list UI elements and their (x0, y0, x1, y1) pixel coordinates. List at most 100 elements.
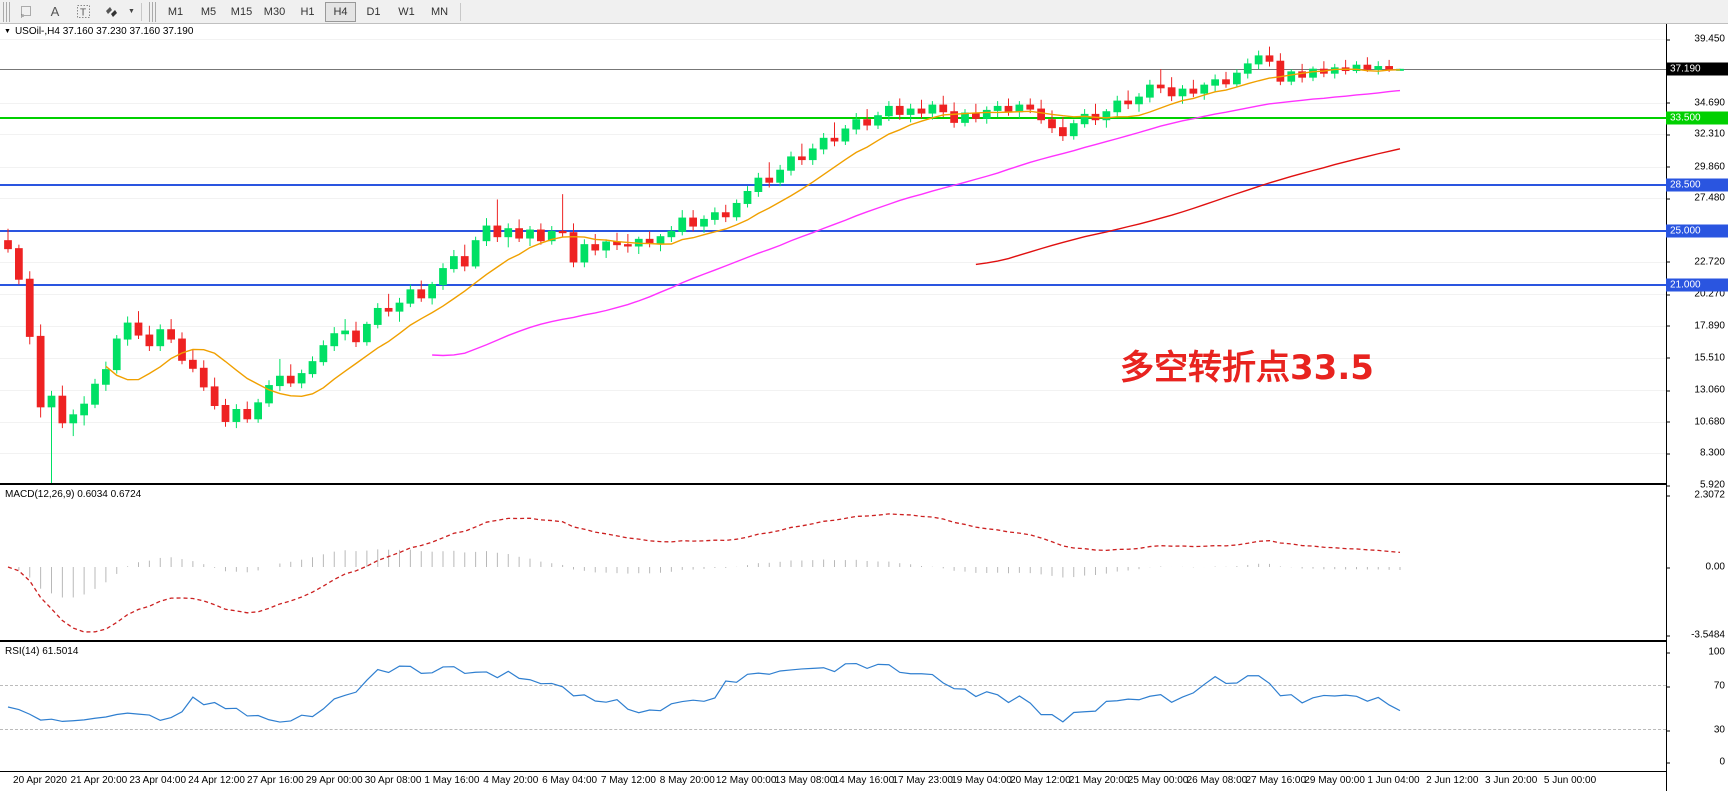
time-tick: 26 May 08:00 (1186, 775, 1248, 786)
level-price-badge[interactable]: 21.000 (1666, 278, 1728, 292)
price-tick: 39.450 (1666, 34, 1728, 45)
time-tick: 6 May 04:00 (542, 775, 598, 786)
gridline (0, 390, 1666, 392)
level-line-25-000[interactable] (0, 230, 1666, 233)
timeframe-m1[interactable]: M1 (167, 5, 184, 18)
gridline (0, 39, 1666, 41)
macd-series (7, 513, 1401, 633)
price-tick: 20.270 (1666, 289, 1728, 300)
time-tick: 13 May 08:00 (774, 775, 836, 786)
timeframe-group: M1 M5 M15 M30 H1 H4 D1 W1 MN (159, 1, 456, 22)
price-tick: 8.300 (1666, 448, 1728, 459)
rsi-guide-30 (0, 729, 1666, 730)
main-toolbar: F A T ▼ M1 M5 M15 M30 H1 H4 D1 W1 MN (0, 0, 1728, 24)
time-tick: 23 Apr 04:00 (129, 775, 187, 786)
timeframe-d1[interactable]: D1 (366, 5, 381, 18)
chart-annotation: 多空转折点33.5 (1120, 348, 1374, 388)
price-tick: 5.920 (1666, 480, 1728, 491)
rsi-axis-tick: 0 (1666, 757, 1728, 768)
gridline (0, 421, 1666, 423)
time-tick: 20 Apr 2020 (13, 775, 67, 786)
price-tick: 13.060 (1666, 385, 1728, 396)
svg-text:T: T (80, 8, 86, 19)
time-tick: 8 May 20:00 (659, 775, 715, 786)
time-tick: 21 Apr 20:00 (70, 775, 128, 786)
gridline (0, 261, 1666, 263)
time-tick: 25 May 00:00 (1127, 775, 1189, 786)
symbol-ohlc-text: USOil-,H4 37.160 37.230 37.160 37.190 (14, 25, 194, 37)
time-tick: 12 May 00:00 (715, 775, 777, 786)
time-tick: 3 Jun 20:00 (1485, 775, 1538, 786)
rsi-axis-tick: 70 (1666, 681, 1728, 692)
price-tick: 22.720 (1666, 256, 1728, 267)
timeframe-h1[interactable]: H1 (300, 5, 315, 18)
gridline (0, 357, 1666, 359)
symbol-info-bar: ▼ USOil-,H4 37.160 37.230 37.160 37.190 (0, 24, 193, 38)
text-tool-icon[interactable]: A (50, 4, 60, 19)
level-price-badge[interactable]: 28.500 (1666, 178, 1728, 192)
rsi-axis-tick: 30 (1666, 725, 1728, 736)
price-tick: 10.680 (1666, 416, 1728, 427)
rsi-series (7, 662, 1401, 723)
time-tick: 24 Apr 12:00 (188, 775, 245, 786)
level-price-badge[interactable]: 25.000 (1666, 224, 1728, 238)
timeframe-m5[interactable]: M5 (200, 5, 217, 18)
price-tick: 27.480 (1666, 193, 1728, 204)
time-tick: 20 May 12:00 (1010, 775, 1071, 786)
time-tick: 30 Apr 08:00 (364, 775, 422, 786)
caret-glyph: ▼ (128, 8, 135, 15)
timeframe-mn[interactable]: MN (430, 5, 449, 18)
level-price-badge[interactable]: 33.500 (1666, 111, 1728, 125)
time-tick: 19 May 04:00 (951, 775, 1012, 786)
time-axis[interactable]: 20 Apr 2020 21 Apr 20:00 23 Apr 04:00 24 Ap… (0, 771, 1666, 791)
time-tick: 2 Jun 12:00 (1426, 775, 1479, 786)
time-tick: 1 Jun 04:00 (1367, 775, 1420, 786)
macd-label: MACD(12,26,9) 0.6034 0.6724 (5, 489, 142, 500)
toolbar-divider (141, 2, 142, 21)
level-line-33-500[interactable] (0, 117, 1666, 120)
timeframe-w1[interactable]: W1 (398, 5, 415, 18)
symbol-collapse-icon[interactable]: ▼ (4, 27, 11, 35)
toolbar-divider-2 (460, 2, 461, 21)
objects-icon[interactable] (97, 1, 125, 23)
gridline (0, 134, 1666, 136)
time-tick: 21 May 20:00 (1068, 775, 1130, 786)
gridline (0, 453, 1666, 455)
time-tick: 1 May 16:00 (424, 775, 480, 786)
rsi-label: RSI(14) 61.5014 (5, 646, 79, 657)
price-tick: 34.690 (1666, 97, 1728, 108)
price-tick: 32.310 (1666, 129, 1728, 140)
gridline (0, 294, 1666, 296)
macd-axis-tick: 2.3072 (1666, 490, 1728, 501)
current-price-line (0, 69, 1666, 71)
time-tick: 29 Apr 00:00 (305, 775, 363, 786)
rsi-pane[interactable]: RSI(14) 61.5014 (0, 644, 1666, 771)
time-tick: 7 May 12:00 (600, 775, 656, 786)
level-line-21-000[interactable] (0, 283, 1666, 286)
time-tick: 14 May 16:00 (833, 775, 895, 786)
gridline (0, 198, 1666, 200)
macd-pane[interactable]: MACD(12,26,9) 0.6034 0.6724 (0, 487, 1666, 642)
time-tick: 27 Apr 16:00 (247, 775, 304, 786)
timeframe-h4[interactable]: H4 (325, 1, 356, 22)
rsi-axis-tick: 100 (1666, 647, 1728, 658)
price-tick: 15.510 (1666, 352, 1728, 363)
current-price-badge[interactable]: 37.190 (1666, 62, 1728, 76)
crosshair-icon[interactable]: F (13, 1, 41, 23)
toolbar-grip[interactable] (3, 1, 10, 22)
level-line-28-500[interactable] (0, 183, 1666, 186)
macd-axis-tick: 0.00 (1666, 562, 1728, 573)
timeframe-m15[interactable]: M15 (230, 5, 253, 18)
timeframe-grip[interactable] (149, 1, 156, 22)
timeframe-m30[interactable]: M30 (263, 5, 286, 18)
time-tick: 5 Jun 00:00 (1543, 775, 1597, 786)
price-pane[interactable]: ▼ USOil-,H4 37.160 37.230 37.160 37.190 … (0, 24, 1666, 485)
time-tick: 17 May 23:00 (892, 775, 953, 786)
price-axis[interactable]: 39.450 34.690 32.310 29.860 27.480 22.720 20.2… (1666, 24, 1728, 791)
objects-dropdown-caret-icon[interactable]: ▼ (125, 1, 137, 23)
time-tick: 27 May 16:00 (1245, 775, 1307, 786)
gridline (0, 325, 1666, 327)
chart-root: ▼ USOil-,H4 37.160 37.230 37.160 37.190 … (0, 24, 1728, 791)
rsi-guide-70 (0, 685, 1666, 686)
label-tool-icon[interactable]: T (69, 1, 97, 23)
